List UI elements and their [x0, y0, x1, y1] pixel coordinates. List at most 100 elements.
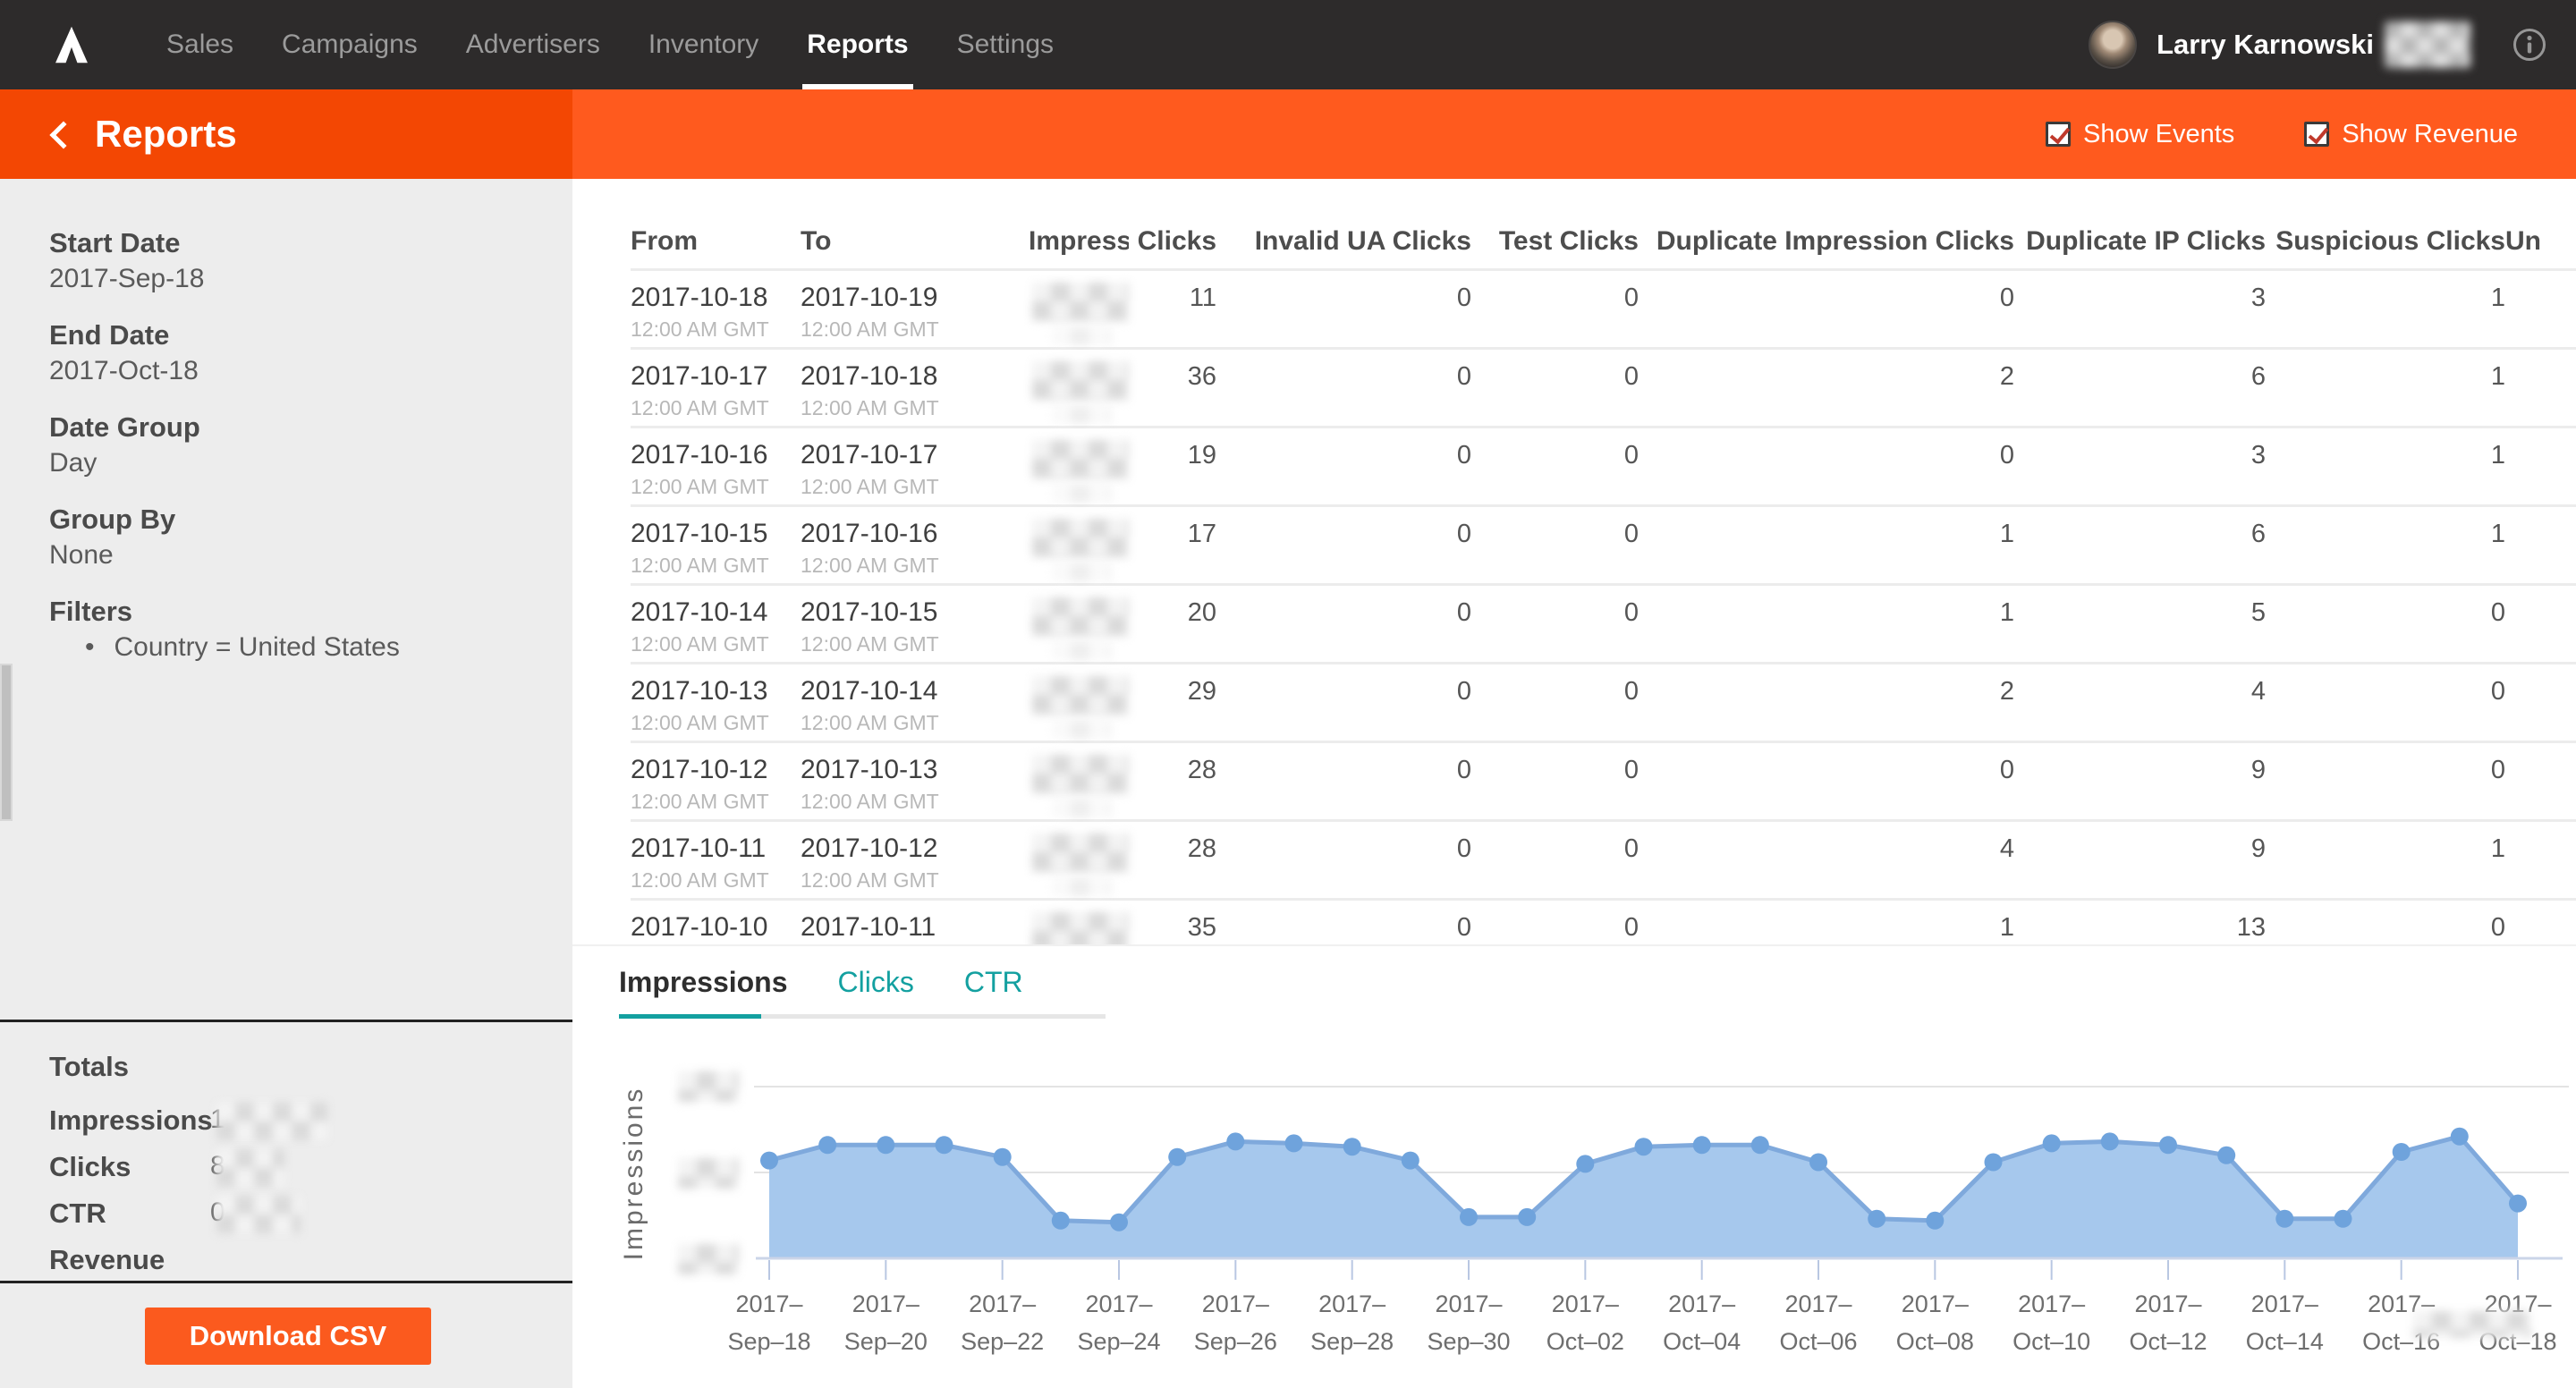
cell-from: 2017-10-1012:00 AM GMT: [631, 912, 801, 944]
cell-time: 12:00 AM GMT: [631, 317, 769, 341]
checkbox-show-revenue[interactable]: Show Revenue: [2304, 120, 2518, 149]
download-csv-button[interactable]: Download CSV: [145, 1308, 431, 1365]
cell-from: 2017-10-16 12:00 AM GMT: [631, 440, 801, 504]
avatar[interactable]: [2089, 21, 2138, 69]
cell-to: 2017-10-13 12:00 AM GMT: [801, 755, 1029, 819]
checkbox-checked-icon[interactable]: [2046, 122, 2072, 147]
back-to-reports[interactable]: Reports: [49, 89, 237, 179]
cell-value: 0: [1456, 362, 1471, 391]
report-settings-list: Start Date 2017-Sep-18 End Date 2017-Oct-18…: [0, 179, 572, 665]
x-tick-label: 2017–: [2251, 1291, 2318, 1317]
cell-invalid-ua-clicks: 0: [1216, 519, 1471, 583]
checkbox-checked-icon[interactable]: [2304, 122, 2330, 147]
impressions-redacted-ghost: [1052, 485, 1111, 503]
cell-suspicious-clicks: 1: [2266, 283, 2505, 347]
data-point: [1401, 1151, 1419, 1170]
cell-value: 0: [1623, 362, 1639, 391]
x-tick-label: Oct–12: [2129, 1328, 2207, 1355]
cell-value: 1: [2490, 362, 2505, 391]
x-tick-label: 2017–: [1085, 1291, 1152, 1317]
cell-duplicate-impression-clicks: 0: [1639, 755, 2014, 819]
cell-value: 17: [1187, 520, 1216, 548]
column-header-impressions[interactable]: Impressions: [1029, 226, 1129, 256]
x-tick-label: 2017–: [969, 1291, 1036, 1317]
checkbox-show-events[interactable]: Show Events: [2046, 120, 2234, 149]
cell-value: 0: [1456, 284, 1471, 312]
totals-value-redacted: [216, 1103, 327, 1140]
column-header-to[interactable]: To: [801, 226, 832, 256]
cell-suspicious-clicks: 1: [2266, 440, 2505, 504]
cell-to: 2017-10-16 12:00 AM GMT: [801, 519, 1029, 583]
nav-item-reports[interactable]: Reports: [783, 0, 932, 89]
sidebar-scrollbar[interactable]: [0, 664, 13, 821]
column-header-from[interactable]: From: [631, 226, 698, 256]
nav-item-inventory[interactable]: Inventory: [648, 30, 759, 59]
user-name[interactable]: Larry Karnowski: [2157, 29, 2374, 60]
cell-time: 12:00 AM GMT: [801, 317, 939, 341]
app-logo-icon[interactable]: [51, 17, 92, 72]
cell-value: 29: [1187, 677, 1216, 706]
impressions-redacted-ghost: [1052, 800, 1111, 817]
cell-value: 4: [2250, 677, 2266, 706]
column-header-un[interactable]: Un: [2505, 226, 2541, 256]
cell-time: 12:00 AM GMT: [801, 554, 939, 577]
cell-test-clicks: 0: [1471, 283, 1639, 347]
info-icon[interactable]: [2512, 27, 2547, 63]
tab-impressions[interactable]: Impressions: [619, 966, 788, 998]
column-header-duplicate-ip-clicks[interactable]: Duplicate IP Clicks: [2026, 226, 2266, 256]
cell-test-clicks: 0: [1471, 676, 1639, 741]
chevron-left-icon: [49, 121, 78, 149]
cell-value: 0: [1623, 834, 1639, 863]
cell-time: 12:00 AM GMT: [801, 790, 939, 813]
cell-from: 2017-10-15 12:00 AM GMT: [631, 519, 801, 583]
column-header-duplicate-impression-clicks[interactable]: Duplicate Impression Clicks: [1656, 226, 2014, 256]
nav-item-campaigns[interactable]: Campaigns: [282, 30, 418, 59]
impressions-redacted: [1029, 440, 1129, 503]
cell-value: 0: [1456, 913, 1471, 942]
cell-impressions: [1029, 361, 1129, 426]
tab-underline-track: [619, 1014, 1106, 1019]
cell-value: 3: [2250, 284, 2266, 312]
column-header-clicks[interactable]: Clicks: [1137, 226, 1216, 256]
cell-value: 0: [1456, 756, 1471, 784]
column-header-invalid-ua-clicks[interactable]: Invalid UA Clicks: [1254, 226, 1471, 256]
cell-value: 0: [1623, 677, 1639, 706]
cell-date: 2017-10-17: [631, 361, 768, 391]
table-row: 2017-10-14 12:00 AM GMT 2017-10-15 12:00 AM…: [631, 586, 2576, 664]
column-header-test-clicks[interactable]: Test Clicks: [1498, 226, 1639, 256]
cell-duplicate-impression-clicks: 2: [1639, 676, 2014, 741]
nav-item-advertisers[interactable]: Advertisers: [465, 30, 600, 59]
x-tick-label: Sep–24: [1077, 1328, 1160, 1355]
totals-divider-top: [0, 1020, 572, 1022]
data-point: [1750, 1136, 1769, 1155]
cell-suspicious-clicks: 1: [2266, 834, 2505, 898]
cell-value: 28: [1187, 756, 1216, 784]
tab-clicks[interactable]: Clicks: [837, 966, 914, 998]
cell-impressions: [1029, 834, 1129, 898]
sidebar-field-value: Country = United States: [114, 632, 400, 662]
cell-impressions: [1029, 755, 1129, 819]
bullet-icon: •: [85, 632, 95, 662]
cell-test-clicks: 0: [1471, 755, 1639, 819]
cell-value: 0: [1999, 284, 2014, 312]
cell-value: 1: [2490, 441, 2505, 470]
cell-impressions: [1029, 912, 1129, 944]
data-point: [2334, 1209, 2352, 1228]
cell-value: 2: [1999, 677, 2014, 706]
column-header-suspicious-clicks[interactable]: Suspicious Clicks: [2275, 226, 2505, 256]
sidebar-field-value: 2017-Oct-18: [49, 356, 199, 385]
cell-invalid-ua-clicks: 0: [1216, 834, 1471, 898]
nav-item-settings[interactable]: Settings: [956, 30, 1055, 59]
cell-duplicate-impression-clicks: 0: [1639, 440, 2014, 504]
impressions-redacted-ghost: [1052, 563, 1111, 581]
data-point: [993, 1147, 1012, 1166]
cell-to: 2017-10-17 12:00 AM GMT: [801, 440, 1029, 504]
table-header-row: From To Impressions Clicks Invalid UA Clicks…: [631, 215, 2576, 271]
nav-item-sales[interactable]: Sales: [166, 30, 234, 59]
cell-date: 2017-10-14: [631, 597, 768, 627]
tab-ctr[interactable]: CTR: [963, 966, 1023, 998]
table-row: 2017-10-16 12:00 AM GMT 2017-10-17 12:00 AM…: [631, 428, 2576, 507]
totals-label: Clicks: [49, 1151, 131, 1182]
cell-clicks: 11: [1129, 283, 1216, 347]
cell-value: 1: [2490, 520, 2505, 548]
